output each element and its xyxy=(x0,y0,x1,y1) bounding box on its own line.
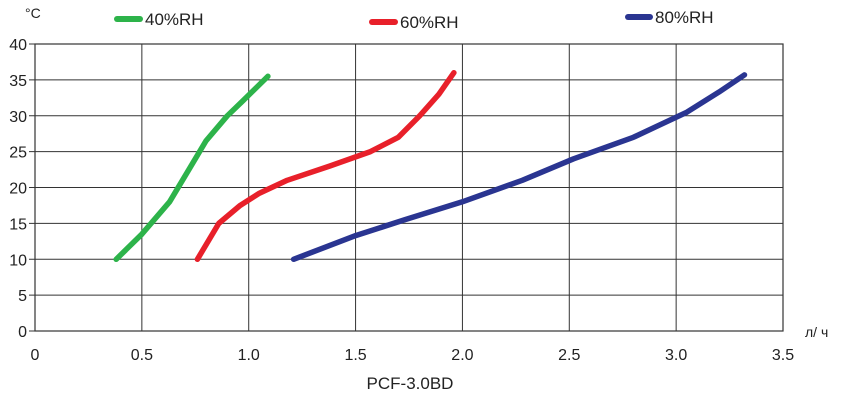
legend-label-3: 80%RH xyxy=(655,8,714,27)
legend-label-1: 40%RH xyxy=(145,10,204,29)
x-axis-unit-label: л/ ч xyxy=(805,324,828,340)
y-tick-label: 5 xyxy=(18,288,27,305)
y-tick-label: 25 xyxy=(9,145,27,162)
y-tick-label: 15 xyxy=(9,216,27,233)
y-tick-label: 30 xyxy=(9,109,27,126)
x-tick-label: 2.0 xyxy=(451,347,473,364)
y-tick-label: 0 xyxy=(18,324,27,341)
series-line-3 xyxy=(290,72,748,263)
series-line-1 xyxy=(113,73,271,263)
series-lines xyxy=(113,69,748,263)
x-tick-label: 1.5 xyxy=(344,347,366,364)
y-tick-label: 10 xyxy=(9,252,27,269)
x-tick-label: 3.5 xyxy=(772,347,794,364)
plot-frame xyxy=(34,43,784,332)
y-tick-label: 40 xyxy=(9,37,27,54)
y-axis-unit-label: °C xyxy=(25,5,41,21)
chart-caption: PCF-3.0BD xyxy=(367,374,454,393)
y-tick-label: 35 xyxy=(9,73,27,90)
legend-label-2: 60%RH xyxy=(400,13,459,32)
x-tick-label: 0 xyxy=(31,347,40,364)
x-tick-label: 2.5 xyxy=(558,347,580,364)
x-tick-label: 3.0 xyxy=(665,347,687,364)
series-line-2 xyxy=(194,69,457,263)
y-tick-label: 20 xyxy=(9,181,27,198)
grid xyxy=(34,43,784,332)
x-tick-label: 0.5 xyxy=(131,347,153,364)
axes: 0 0.5 1.0 1.5 2.0 2.5 3.0 3.5 0 5 10 15 20 25 30 35 40 xyxy=(9,37,794,364)
x-tick-label: 1.0 xyxy=(238,347,260,364)
legend: 40%RH 60%RH 80%RH xyxy=(114,8,714,32)
